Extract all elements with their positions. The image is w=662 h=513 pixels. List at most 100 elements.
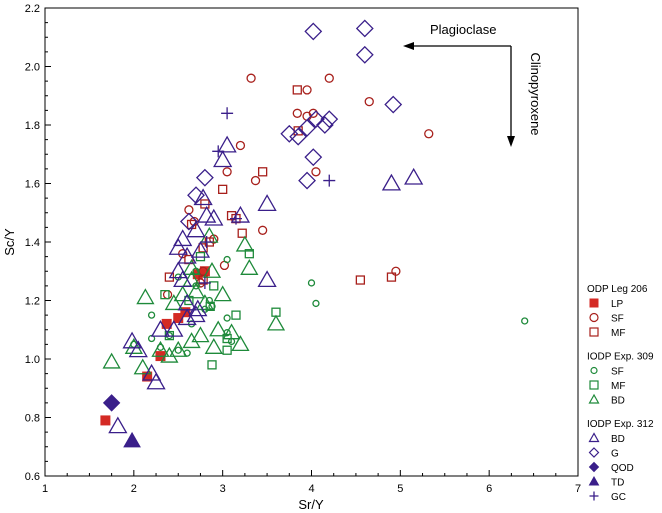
- data-point: [123, 431, 141, 448]
- data-point: [304, 148, 323, 167]
- legend-entry-label: G: [611, 449, 619, 460]
- data-point: [182, 332, 201, 349]
- x-tick-label: 7: [575, 483, 581, 495]
- legend-entry-label: MF: [611, 328, 625, 339]
- series-iodp-exp-312-td: [123, 431, 141, 448]
- data-point: [205, 301, 215, 312]
- data-point: [169, 340, 188, 357]
- data-point: [177, 246, 197, 264]
- data-point: [204, 337, 223, 354]
- legend-entry-label: GC: [611, 492, 626, 503]
- data-point: [246, 73, 256, 83]
- y-axis: 0.6 0.8 1.0 1.2 1.4 1.6 1.8 2.0 2.2: [25, 3, 51, 483]
- legend-marker: [589, 312, 599, 323]
- legend-entry-label: QOD: [611, 463, 634, 474]
- series-iodp-exp-312-bd: [108, 135, 424, 434]
- data-point: [102, 394, 121, 412]
- data-point: [197, 205, 217, 223]
- data-point: [381, 173, 402, 191]
- data-point: [151, 340, 170, 357]
- data-point: [424, 129, 434, 139]
- y-tick-label: 1.8: [25, 120, 40, 132]
- data-point: [100, 415, 111, 426]
- data-point: [223, 314, 231, 322]
- x-tick-label: 5: [397, 483, 403, 495]
- y-tick-label: 1.6: [25, 179, 40, 191]
- plot-frame: [44, 7, 579, 477]
- data-point: [235, 235, 254, 252]
- plot-area: 1 2 3 4 5 6 7 0.6 0.8 1.0 1.2 1.4 1.6 1.8 2.0 2.2: [25, 3, 581, 495]
- legend-entry-label: SF: [611, 314, 624, 325]
- x-tick-label: 1: [42, 483, 48, 495]
- data-point: [190, 240, 211, 258]
- legend-marker: [590, 366, 598, 375]
- data-point: [195, 168, 214, 187]
- data-point: [200, 236, 213, 248]
- data-point: [257, 270, 277, 288]
- data-point: [102, 352, 121, 369]
- data-point: [257, 167, 268, 177]
- data-point: [146, 372, 166, 390]
- plagioclase-label: Plagioclase: [430, 22, 497, 37]
- legend: ODP Leg 206 LP SF MF IODP Exp. 309 SF MF BD IODP…: [587, 284, 654, 503]
- data-point: [212, 145, 225, 158]
- legend-entry-label: BD: [611, 396, 625, 407]
- data-point: [222, 167, 232, 177]
- data-point: [355, 45, 374, 64]
- data-point: [323, 174, 336, 187]
- data-point: [231, 310, 241, 320]
- y-tick-label: 1.0: [25, 354, 40, 366]
- y-tick-label: 1.4: [25, 237, 40, 249]
- data-point: [289, 127, 308, 146]
- legend-marker: [589, 491, 599, 501]
- data-point: [209, 320, 228, 337]
- legend-group-title: ODP Leg 206: [587, 284, 648, 295]
- data-point: [324, 73, 334, 83]
- data-points: [100, 19, 529, 448]
- data-point: [164, 319, 184, 337]
- data-point: [315, 116, 334, 134]
- data-point: [307, 279, 316, 287]
- data-point: [188, 299, 208, 317]
- data-point: [186, 305, 206, 323]
- data-point: [235, 140, 246, 151]
- data-point: [218, 184, 228, 195]
- data-point: [177, 308, 197, 326]
- x-tick-label: 4: [308, 483, 314, 495]
- data-point: [160, 346, 179, 363]
- data-point: [222, 323, 241, 340]
- x-tick-label: 3: [220, 483, 226, 495]
- data-point: [195, 294, 215, 311]
- data-point: [136, 288, 155, 305]
- data-point: [355, 275, 366, 285]
- legend-marker: [588, 393, 600, 404]
- data-point: [174, 346, 182, 354]
- data-point: [280, 124, 299, 143]
- data-point: [133, 358, 152, 375]
- legend-marker: [588, 475, 600, 486]
- data-point: [229, 212, 242, 225]
- data-point: [213, 285, 232, 302]
- data-point: [198, 275, 208, 285]
- series-iodp-exp-309-sf: [130, 255, 529, 357]
- data-point: [186, 282, 206, 299]
- data-point: [237, 228, 247, 238]
- data-point: [191, 326, 210, 343]
- data-point: [179, 212, 198, 231]
- series-iodp-exp-312-qod: [102, 394, 121, 412]
- data-point: [311, 167, 321, 177]
- legend-marker: [588, 432, 600, 443]
- data-point: [182, 259, 201, 275]
- x-tick-label: 6: [486, 483, 492, 495]
- data-point: [204, 208, 224, 226]
- clinopyroxene-arrowhead: [507, 136, 515, 147]
- legend-entry-label: SF: [611, 367, 624, 378]
- data-point: [173, 270, 193, 288]
- data-point: [209, 281, 219, 291]
- data-point: [108, 416, 128, 434]
- data-point: [384, 95, 403, 114]
- data-point: [250, 175, 261, 186]
- data-point: [173, 229, 193, 247]
- legend-marker: [588, 461, 600, 473]
- legend-group-title: IODP Exp. 312: [587, 419, 654, 430]
